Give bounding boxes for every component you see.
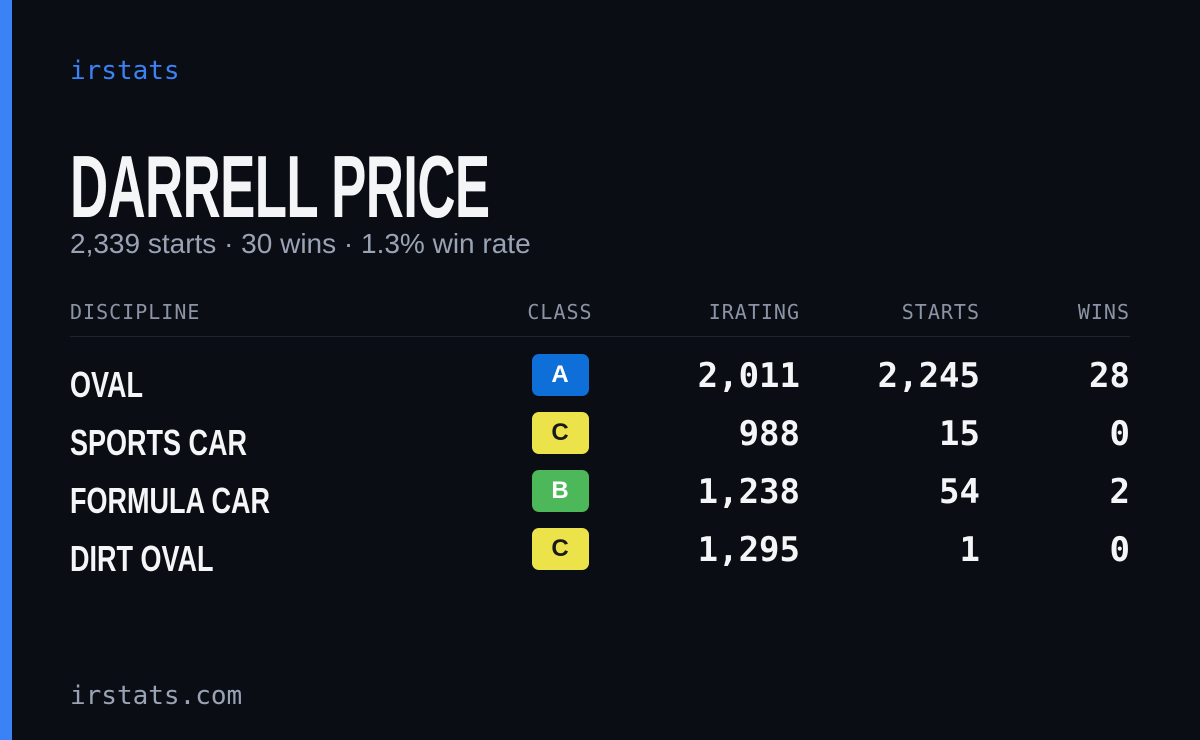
class-badge: C [531,528,589,570]
stat-value: 0 [1109,530,1130,570]
accent-strip [0,0,12,740]
class-badge: A [531,354,589,396]
discipline: SPORTS CAR [70,422,248,463]
header-rule [70,336,1130,337]
column-header: IRATING [708,300,800,324]
stat-value: 28 [1089,356,1130,396]
stat-value: 1,238 [697,472,800,512]
stat-value: 988 [738,414,800,454]
column-header: DISCIPLINE [70,300,201,324]
driver-name: DARRELL PRICE [70,137,490,236]
discipline: OVAL [70,364,144,405]
column-header: WINS [1077,300,1130,324]
brand: irstats [70,56,180,86]
stat-value: 54 [939,472,980,512]
class-badge: C [531,412,589,454]
stat-value: 0 [1109,414,1130,454]
stat-value: 1 [959,530,980,570]
discipline: FORMULA CAR [70,480,270,521]
stat-value: 15 [939,414,980,454]
stat-value: 2 [1109,472,1130,512]
stat-value: 1,295 [697,530,800,570]
column-header: CLASS [527,300,593,324]
column-header: STARTS [901,300,980,324]
discipline: DIRT OVAL [70,538,214,579]
stat-value: 2,245 [877,356,980,396]
footer-url: irstats.com [70,681,243,711]
summary: 2,339 starts · 30 wins · 1.3% win rate [70,228,531,259]
stat-value: 2,011 [697,356,800,396]
class-badge: B [531,470,589,512]
